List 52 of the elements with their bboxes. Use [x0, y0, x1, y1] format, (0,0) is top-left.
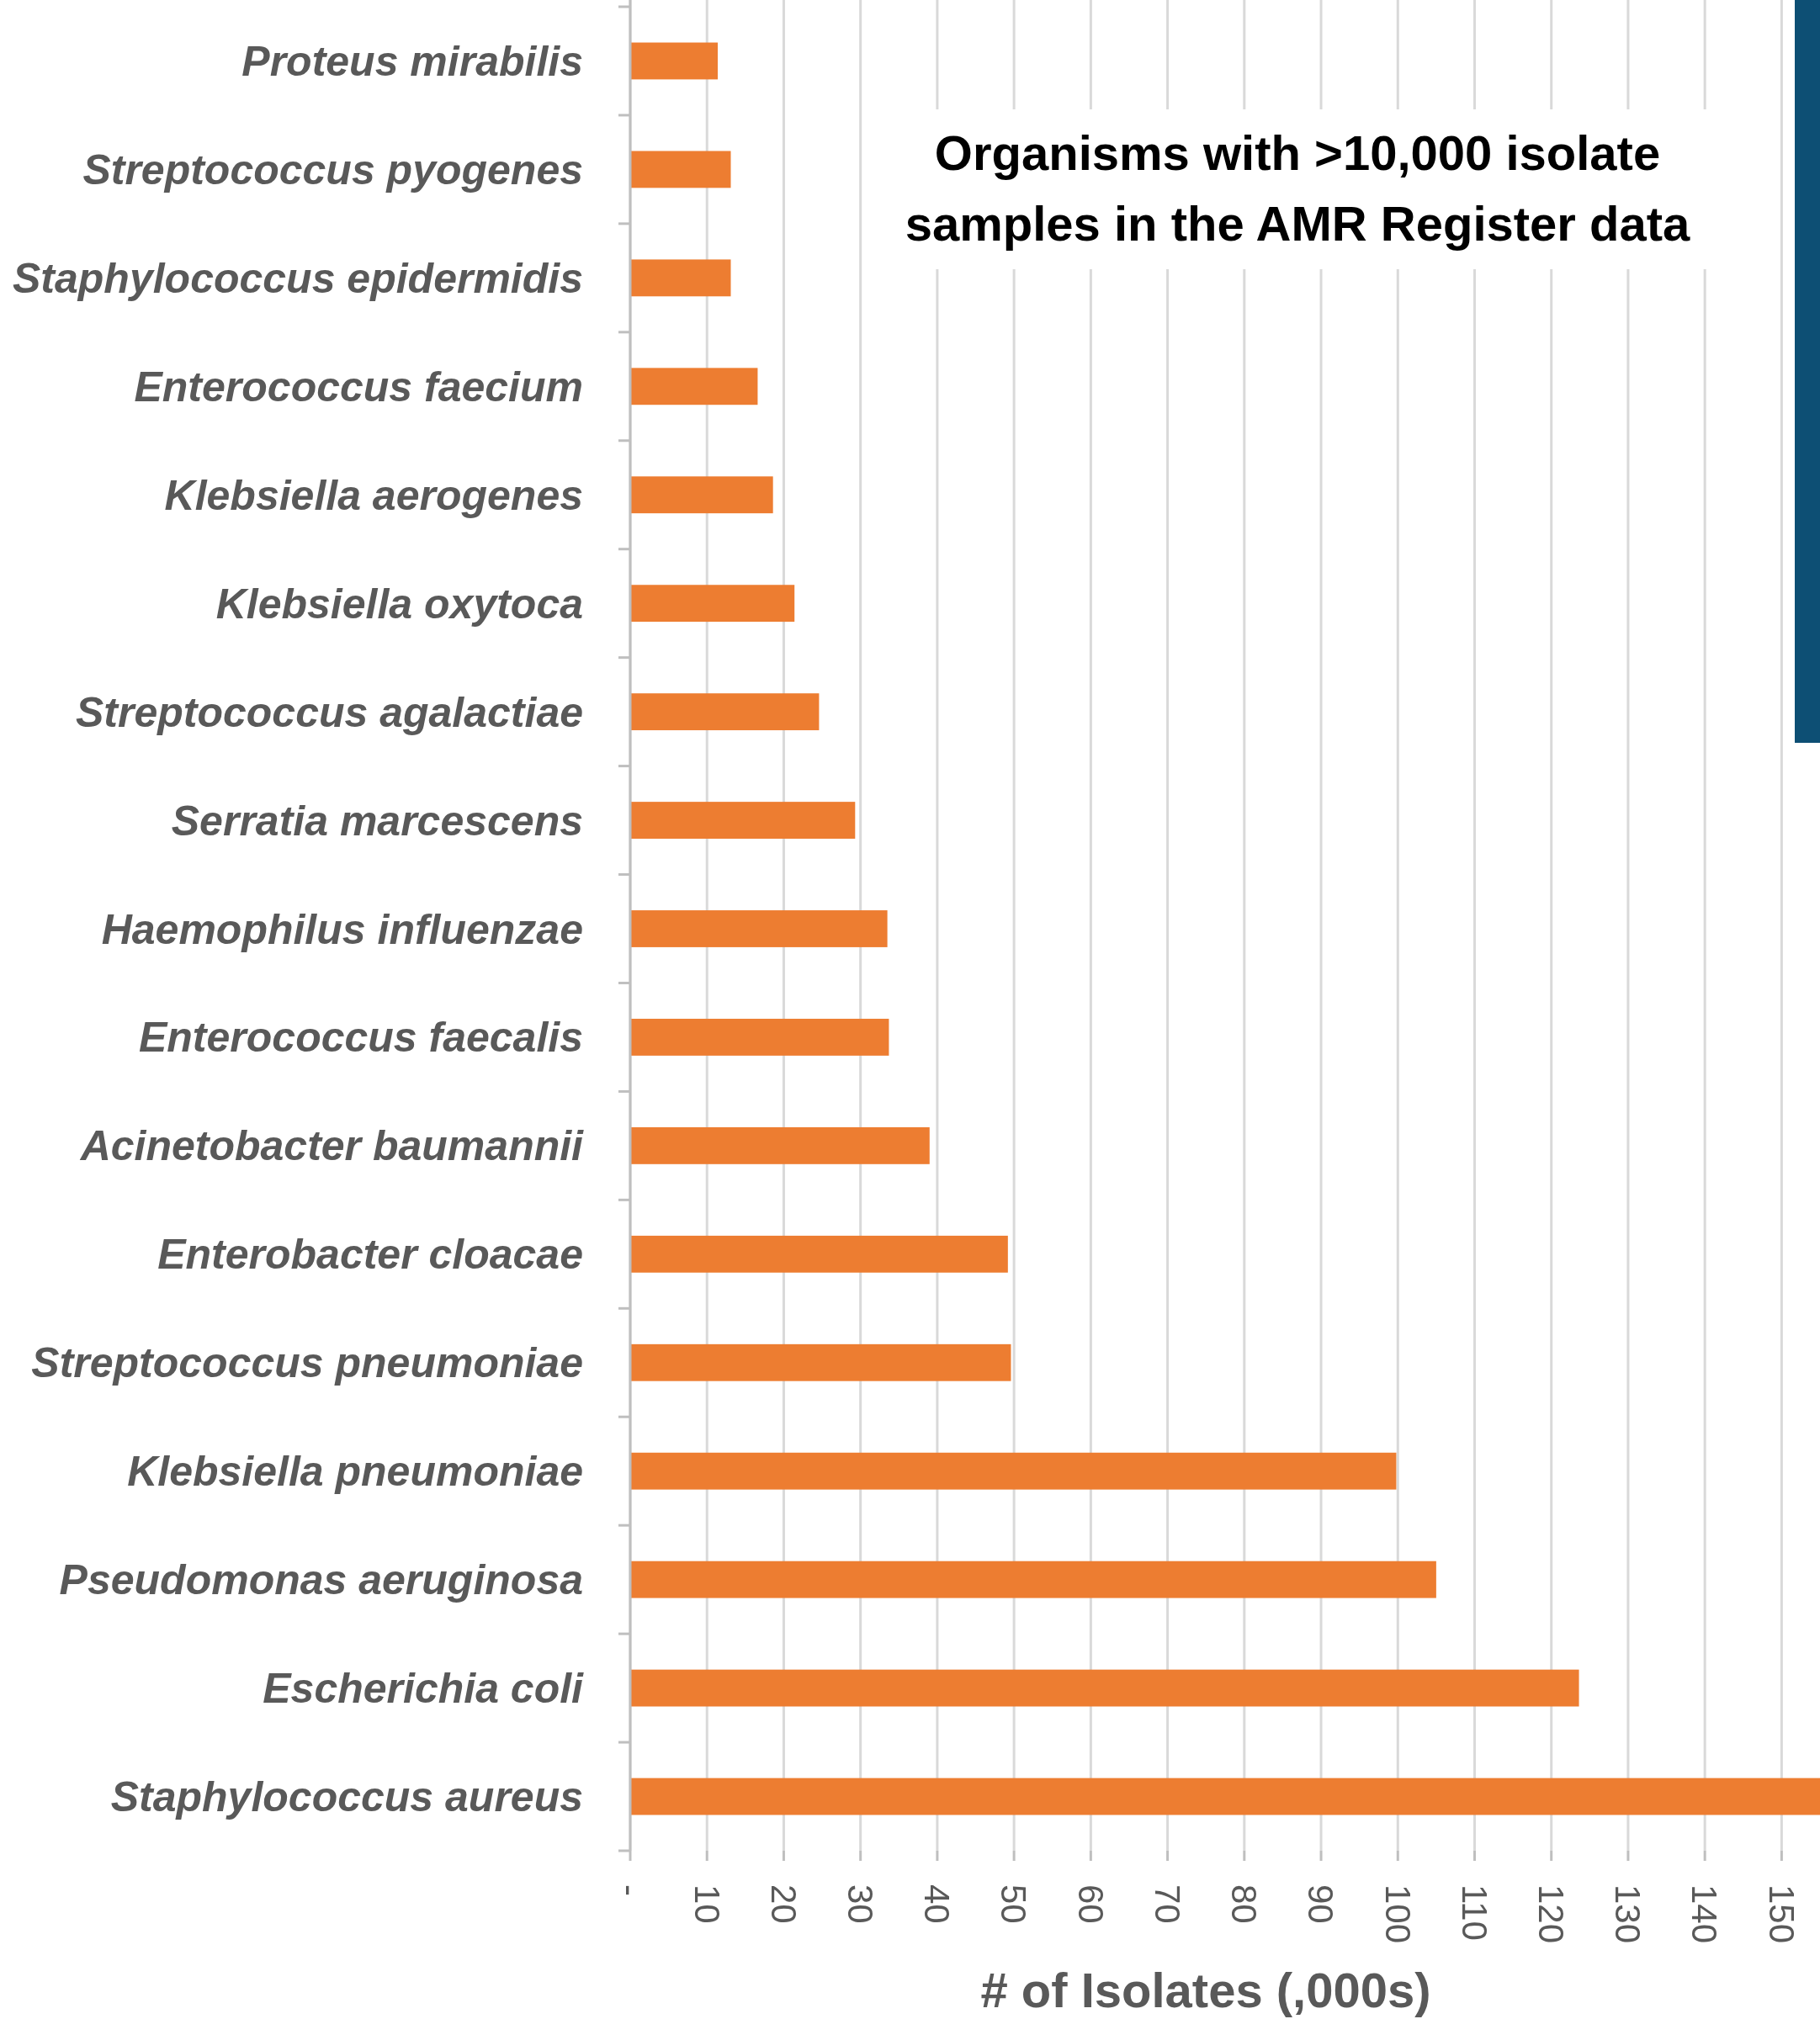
- y-tick-label: Streptococcus agalactiae: [75, 688, 583, 736]
- bar: [630, 910, 888, 947]
- y-tick-label: Streptococcus pyogenes: [82, 146, 583, 193]
- bar: [630, 1126, 930, 1164]
- x-tick-label: 120: [1531, 1884, 1572, 1944]
- bar: [630, 1669, 1579, 1707]
- x-tick-label: 10: [687, 1884, 727, 1924]
- y-tick-label: Klebsiella pneumoniae: [127, 1448, 583, 1496]
- bar: [630, 151, 731, 188]
- y-tick-label: Pseudomonas aeruginosa: [59, 1556, 583, 1604]
- y-tick-label: Proteus mirabilis: [241, 37, 583, 85]
- bar: [630, 585, 795, 623]
- y-tick-label: Enterobacter cloacae: [157, 1231, 583, 1279]
- bar: [630, 368, 758, 405]
- x-tick-label: 140: [1685, 1884, 1725, 1944]
- bar: [630, 1561, 1436, 1598]
- x-tick-label: 50: [994, 1884, 1034, 1924]
- x-tick-label: 80: [1224, 1884, 1265, 1924]
- x-tick-label: 150: [1761, 1884, 1801, 1944]
- x-tick-label: 130: [1608, 1884, 1648, 1944]
- y-tick-label: Staphylococcus epidermidis: [13, 254, 583, 302]
- bar: [630, 476, 773, 514]
- bar: [630, 1235, 1008, 1273]
- x-tick-label: 60: [1070, 1884, 1111, 1924]
- x-tick-label: 70: [1147, 1884, 1187, 1924]
- bar: [630, 259, 731, 297]
- x-tick-label: 30: [840, 1884, 880, 1924]
- y-tick-label: Staphylococcus aureus: [110, 1773, 583, 1821]
- bar: [630, 1778, 1820, 1815]
- bar: [630, 693, 820, 731]
- x-tick-label: 110: [1454, 1884, 1494, 1941]
- x-axis-title: # of Isolates (,000s): [980, 1963, 1431, 2017]
- bar: [630, 1343, 1011, 1381]
- y-tick-label: Escherichia coli: [263, 1665, 585, 1713]
- x-tick-label: 20: [763, 1884, 804, 1924]
- y-tick-label: Enterococcus faecium: [134, 363, 583, 411]
- y-tick-label: Enterococcus faecalis: [138, 1014, 583, 1062]
- bar: [630, 1452, 1397, 1490]
- y-tick-label: Haemophilus influenzae: [101, 905, 583, 953]
- y-tick-label: Serratia marcescens: [171, 797, 583, 845]
- y-tick-label: Klebsiella aerogenes: [164, 471, 583, 519]
- y-tick-label: Streptococcus pneumoniae: [31, 1339, 583, 1387]
- y-tick-label: Klebsiella oxytoca: [215, 580, 583, 628]
- y-tick-label: Acinetobacter baumannii: [78, 1122, 585, 1170]
- text: Organisms with >10,000 isolate samples in the AMR Register data: [905, 125, 1691, 252]
- x-tick-label: 90: [1301, 1884, 1341, 1924]
- bar: [630, 802, 856, 839]
- x-tick-label: -: [610, 1884, 650, 1896]
- x-tick-label: 100: [1377, 1884, 1418, 1944]
- x-tick-label: 40: [917, 1884, 958, 1924]
- bar: [630, 1019, 889, 1056]
- bar: [630, 42, 718, 80]
